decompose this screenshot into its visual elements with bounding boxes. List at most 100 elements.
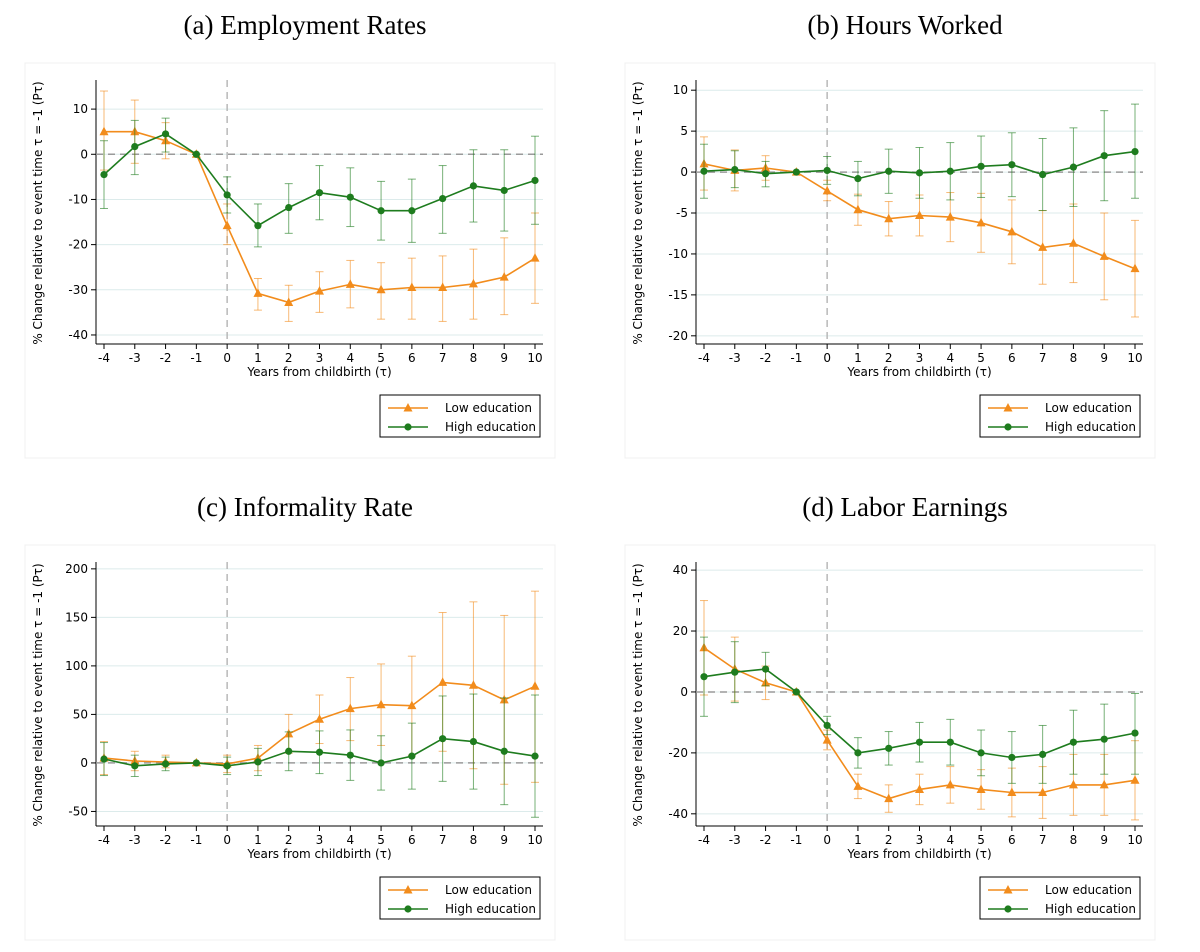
x-tick-label: 2 bbox=[285, 351, 293, 365]
y-axis-label: % Change relative to event time τ = -1 (… bbox=[631, 81, 645, 344]
y-axis-label: % Change relative to event time τ = -1 (… bbox=[31, 563, 45, 826]
data-point bbox=[1131, 729, 1139, 737]
data-point bbox=[192, 759, 200, 767]
x-tick-label: 9 bbox=[1100, 351, 1108, 365]
x-tick-label: 2 bbox=[885, 351, 893, 365]
data-point bbox=[1069, 163, 1078, 171]
legend-label: High education bbox=[445, 420, 536, 434]
data-point bbox=[976, 784, 986, 793]
x-tick-label: 4 bbox=[346, 833, 354, 847]
data-point bbox=[438, 282, 448, 292]
x-tick-label: 3 bbox=[916, 833, 924, 847]
data-point bbox=[853, 204, 863, 214]
data-point bbox=[285, 747, 293, 755]
x-tick-label: 6 bbox=[408, 351, 416, 365]
data-point bbox=[438, 677, 448, 686]
data-point bbox=[377, 759, 385, 767]
data-point bbox=[761, 170, 770, 178]
data-point bbox=[822, 735, 832, 744]
legend-marker bbox=[1003, 885, 1013, 894]
y-tick-label: 10 bbox=[73, 102, 88, 116]
data-point bbox=[854, 749, 862, 757]
legend-label: High education bbox=[1045, 902, 1136, 916]
chart-frame bbox=[624, 62, 1156, 459]
x-tick-label: 1 bbox=[254, 833, 262, 847]
data-point bbox=[469, 182, 478, 190]
chart-title: (c) Informality Rate bbox=[197, 492, 413, 522]
y-tick-label: -40 bbox=[68, 328, 88, 342]
legend-marker bbox=[1004, 905, 1012, 913]
x-tick-label: 1 bbox=[854, 351, 862, 365]
data-point bbox=[254, 222, 262, 230]
y-tick-label: -5 bbox=[676, 206, 688, 220]
chart-svg: 40 20 0 -20 -40 -4 -3 -2 -1 0 1 2 3 4 5 6 7 8 9 10 Years fro… bbox=[624, 544, 1156, 941]
x-tick-label: 7 bbox=[1039, 351, 1047, 365]
data-point bbox=[223, 191, 231, 199]
data-point bbox=[161, 130, 170, 138]
panel-informality-rate: (c) Informality Rate 200 150 100 50 0 -50 -4 -3… bbox=[20, 482, 590, 952]
x-tick-label: -4 bbox=[698, 833, 710, 847]
data-point bbox=[1099, 251, 1109, 260]
y-axis-label: % Change relative to event time τ = -1 (… bbox=[631, 563, 645, 826]
data-point bbox=[469, 737, 478, 746]
y-tick-label: 0 bbox=[680, 165, 688, 179]
x-axis-label: Years from childbirth (τ) bbox=[846, 365, 991, 379]
data-point bbox=[500, 747, 508, 755]
data-point bbox=[1068, 238, 1078, 247]
x-tick-label: 3 bbox=[316, 351, 324, 365]
x-tick-label: 5 bbox=[977, 351, 985, 365]
x-tick-label: -4 bbox=[698, 351, 710, 365]
data-point bbox=[915, 784, 924, 793]
data-point bbox=[1130, 263, 1140, 273]
legend-label: High education bbox=[445, 902, 536, 916]
panel-employment-rates: (a) Employment Rates 10 0 -10 -20 -30 -40 -4 -3… bbox=[20, 0, 590, 470]
panel-labor-earnings: (d) Labor Earnings 40 20 0 -20 -40 -4 -3 -2 -1 0 1… bbox=[620, 482, 1190, 952]
y-tick-label: -40 bbox=[668, 807, 688, 821]
data-point bbox=[1100, 152, 1108, 160]
chart-svg: 200 150 100 50 0 -50 -4 -3 -2 -1 0 1 2 3 4 5 6 7 8 9 10 Years… bbox=[24, 544, 556, 941]
data-point bbox=[853, 781, 863, 790]
data-point bbox=[1007, 787, 1017, 796]
x-tick-label: 6 bbox=[1008, 351, 1016, 365]
data-point bbox=[499, 272, 509, 281]
legend-marker bbox=[403, 403, 413, 412]
x-tick-label: -1 bbox=[190, 833, 202, 847]
legend-label: Low education bbox=[1045, 883, 1132, 897]
y-tick-label: -50 bbox=[68, 804, 88, 818]
x-tick-label: 8 bbox=[1070, 351, 1078, 365]
y-tick-label: -20 bbox=[668, 329, 688, 343]
data-point bbox=[315, 286, 324, 295]
x-tick-label: 10 bbox=[527, 351, 542, 365]
data-point bbox=[945, 779, 955, 789]
data-point bbox=[345, 703, 355, 713]
x-tick-label: 2 bbox=[885, 833, 893, 847]
x-tick-label: 6 bbox=[408, 833, 416, 847]
x-axis-label: Years from childbirth (τ) bbox=[846, 847, 991, 861]
x-tick-label: 7 bbox=[439, 351, 447, 365]
data-point bbox=[468, 278, 478, 288]
x-tick-label: -2 bbox=[160, 833, 172, 847]
data-point bbox=[976, 217, 986, 227]
data-point bbox=[1039, 750, 1047, 759]
panel-hours-worked: (b) Hours Worked 10 5 0 -5 -10 -15 -20 -4 -3 -2 -1… bbox=[620, 0, 1190, 470]
x-tick-label: -2 bbox=[760, 351, 772, 365]
x-tick-label: 5 bbox=[377, 833, 385, 847]
x-tick-label: 9 bbox=[500, 351, 508, 365]
y-tick-label: 10 bbox=[673, 83, 688, 97]
data-point bbox=[100, 755, 108, 763]
x-tick-label: -4 bbox=[98, 833, 110, 847]
x-tick-label: -1 bbox=[190, 351, 202, 365]
x-tick-label: 10 bbox=[527, 833, 542, 847]
data-point bbox=[376, 699, 386, 709]
data-point bbox=[254, 758, 262, 766]
x-tick-label: 3 bbox=[916, 351, 924, 365]
y-tick-label: -15 bbox=[668, 288, 688, 302]
data-point bbox=[915, 169, 924, 177]
data-point bbox=[407, 700, 417, 710]
data-point bbox=[885, 167, 893, 175]
data-point bbox=[1038, 787, 1048, 796]
data-point bbox=[223, 762, 231, 770]
data-point bbox=[700, 167, 708, 175]
x-tick-label: 10 bbox=[1127, 833, 1142, 847]
y-tick-label: -30 bbox=[68, 283, 88, 297]
